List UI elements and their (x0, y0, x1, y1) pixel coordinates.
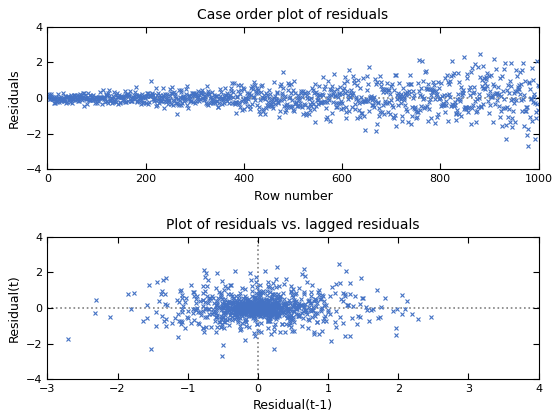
X-axis label: Row number: Row number (254, 189, 332, 202)
Title: Plot of residuals vs. lagged residuals: Plot of residuals vs. lagged residuals (166, 218, 419, 231)
Y-axis label: Residual(t): Residual(t) (7, 274, 21, 342)
Y-axis label: Residuals: Residuals (7, 68, 21, 128)
Title: Case order plot of residuals: Case order plot of residuals (197, 8, 389, 21)
X-axis label: Residual(t-1): Residual(t-1) (253, 399, 333, 412)
